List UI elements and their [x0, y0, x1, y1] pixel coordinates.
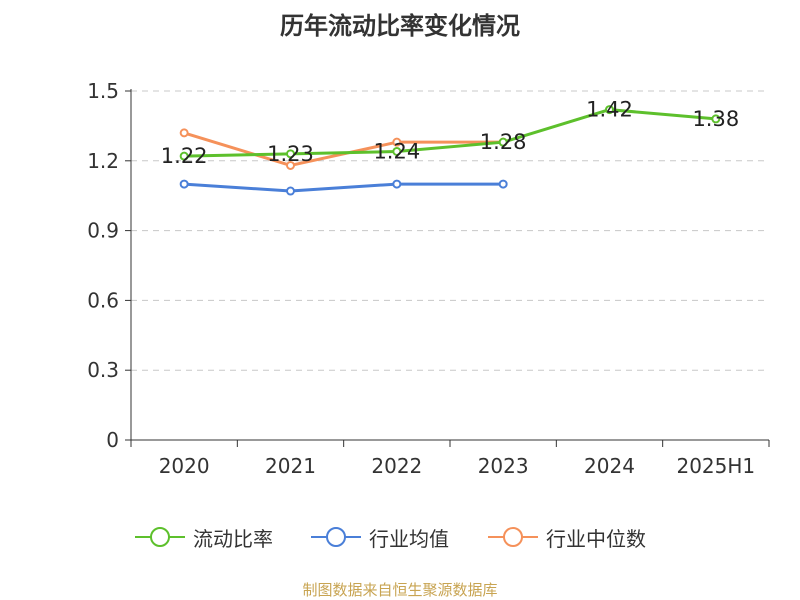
legend-label: 流动比率: [193, 526, 273, 551]
legend-marker: [503, 527, 523, 547]
data-label: 1.42: [586, 98, 633, 122]
legend-item[interactable]: 行业中位数: [488, 520, 646, 554]
chart-title: 历年流动比率变化情况: [280, 12, 520, 40]
y-tick-label: 1.5: [87, 79, 119, 103]
data-point: [286, 160, 295, 170]
data-point: [392, 146, 402, 156]
x-tick-label: 2025H1: [676, 454, 755, 478]
legend-label: 行业中位数: [546, 526, 646, 551]
data-point: [392, 137, 402, 147]
y-tick-label: 0.9: [87, 219, 119, 243]
data-point: [711, 114, 721, 124]
data-labels: 1.22 1.23 1.24 1.28 1.42 1.38: [161, 98, 739, 169]
x-tick-label: 2024: [584, 454, 635, 478]
source-note: 制图数据来自恒生聚源数据库: [302, 581, 498, 599]
axes: 0 0.3 0.6 0.9 1.2 1.5 2020 2021 2022 2023 2024 2025…: [87, 79, 770, 478]
series-lines: [179, 105, 721, 196]
legend-swatch-icon: [135, 527, 185, 547]
data-label: 1.38: [692, 107, 739, 131]
data-point: [392, 179, 402, 189]
legend: 流动比率 行业均值 行业中位数: [0, 520, 800, 554]
legend-swatch-icon: [488, 527, 538, 547]
data-point: [179, 151, 189, 161]
legend-marker: [150, 527, 170, 547]
data-label: 1.23: [267, 142, 314, 166]
data-point: [286, 149, 295, 159]
y-tick-label: 0: [106, 428, 119, 452]
y-tick-label: 0.6: [87, 288, 119, 312]
grid-lines: [131, 90, 769, 371]
data-point: [286, 186, 295, 196]
data-point: [179, 128, 189, 138]
x-tick-label: 2021: [265, 454, 316, 478]
data-point: [498, 137, 508, 147]
x-tick-label: 2022: [371, 454, 422, 478]
series-line: [184, 182, 504, 193]
legend-item[interactable]: 流动比率: [135, 520, 273, 554]
x-tick-label: 2023: [478, 454, 529, 478]
x-tick-label: 2020: [159, 454, 210, 478]
y-tick-label: 1.2: [87, 149, 119, 173]
legend-item[interactable]: 行业均值: [311, 520, 449, 554]
data-label: 1.22: [161, 144, 208, 168]
data-point: [498, 179, 508, 189]
y-tick-label: 0.3: [87, 358, 119, 382]
legend-label: 行业均值: [369, 526, 449, 551]
series-line: [184, 108, 716, 158]
data-point: [605, 105, 614, 115]
line-chart: 0 0.3 0.6 0.9 1.2 1.5 2020 2021 2022 2023 2024 2025…: [87, 79, 770, 478]
data-label: 1.28: [480, 130, 527, 154]
data-label: 1.24: [373, 139, 420, 163]
legend-marker: [326, 527, 346, 547]
data-point: [179, 179, 189, 189]
legend-swatch-icon: [311, 527, 361, 547]
